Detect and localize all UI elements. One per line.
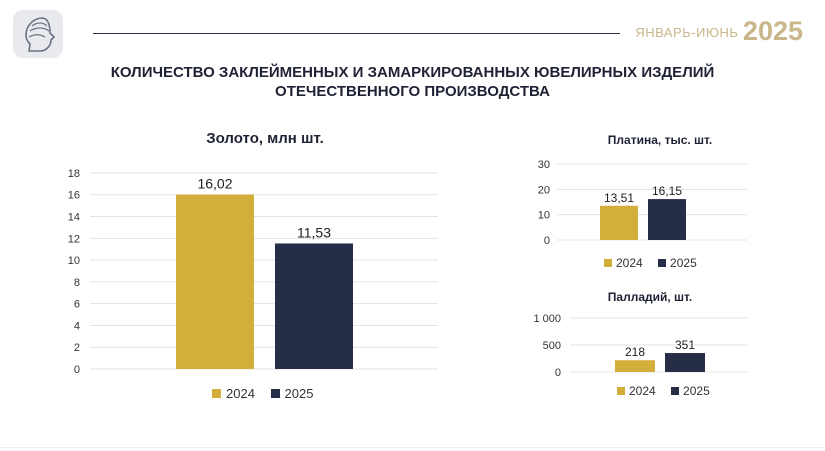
platinum-bar-2024 bbox=[600, 206, 638, 240]
gold-tick-label-5: 10 bbox=[68, 255, 80, 267]
palladium-tick-label-1: 500 bbox=[543, 340, 561, 352]
palladium-legend-2025: 2025 bbox=[671, 384, 710, 398]
palladium-chart-title: Палладий, шт. bbox=[550, 290, 750, 304]
palladium-legend-label-2025: 2025 bbox=[683, 384, 710, 398]
gold-data-label-2025: 11,53 bbox=[297, 224, 331, 240]
gold-bar-2024 bbox=[176, 195, 254, 369]
platinum-bar-2025 bbox=[648, 199, 686, 240]
gold-legend-swatch-2024 bbox=[212, 389, 221, 398]
profile-head-icon bbox=[13, 10, 63, 58]
palladium-legend-label-2024: 2024 bbox=[629, 384, 656, 398]
gold-legend-swatch-2025 bbox=[271, 389, 280, 398]
gold-tick-label-6: 12 bbox=[68, 233, 80, 245]
palladium-legend-swatch-2025 bbox=[671, 387, 679, 395]
platinum-legend-2024: 2024 bbox=[604, 256, 643, 270]
period-label: ЯНВАРЬ-ИЮНЬ 2025 bbox=[635, 16, 803, 47]
platinum-data-label-2025: 16,15 bbox=[652, 184, 682, 198]
palladium-legend-2024: 2024 bbox=[617, 384, 656, 398]
gold-tick-label-8: 16 bbox=[68, 190, 80, 202]
logo bbox=[13, 10, 63, 58]
platinum-tick-label-3: 30 bbox=[538, 159, 550, 171]
gold-legend-label-2025: 2025 bbox=[285, 386, 314, 401]
page-title-line-2: ОТЕЧЕСТВЕННОГО ПРОИЗВОДСТВА bbox=[0, 82, 825, 101]
gold-legend-2024: 2024 bbox=[212, 386, 255, 401]
palladium-tick-label-2: 1 000 bbox=[533, 313, 561, 325]
gold-data-label-2024: 16,02 bbox=[197, 176, 232, 192]
gold-tick-label-9: 18 bbox=[68, 168, 80, 180]
platinum-legend: 2024 2025 bbox=[604, 256, 697, 270]
palladium-tick-label-0: 0 bbox=[555, 367, 561, 379]
header-divider bbox=[93, 33, 620, 34]
gold-legend-2025: 2025 bbox=[271, 386, 314, 401]
platinum-legend-2025: 2025 bbox=[658, 256, 697, 270]
gold-legend-label-2024: 2024 bbox=[226, 386, 255, 401]
platinum-legend-swatch-2024 bbox=[604, 259, 612, 267]
gold-legend: 2024 2025 bbox=[212, 386, 313, 401]
platinum-tick-label-2: 20 bbox=[538, 184, 550, 196]
gold-tick-label-7: 14 bbox=[68, 212, 80, 224]
gold-chart-title: Золото, млн шт. bbox=[90, 130, 440, 147]
palladium-data-label-2025: 351 bbox=[675, 338, 695, 352]
gold-tick-label-2: 4 bbox=[74, 320, 80, 332]
platinum-legend-label-2024: 2024 bbox=[616, 256, 643, 270]
platinum-tick-label-0: 0 bbox=[544, 235, 550, 247]
period-year: 2025 bbox=[743, 16, 803, 46]
platinum-data-label-2024: 13,51 bbox=[604, 191, 634, 205]
period-prefix: ЯНВАРЬ-ИЮНЬ bbox=[635, 25, 738, 40]
platinum-legend-label-2025: 2025 bbox=[670, 256, 697, 270]
palladium-data-label-2024: 218 bbox=[625, 345, 645, 359]
gold-bar-2025 bbox=[275, 243, 353, 369]
page-title-line-1: КОЛИЧЕСТВО ЗАКЛЕЙМЕННЫХ И ЗАМАРКИРОВАННЫ… bbox=[0, 63, 825, 82]
gold-tick-label-4: 8 bbox=[74, 277, 80, 289]
platinum-tick-label-1: 10 bbox=[538, 210, 550, 222]
platinum-legend-swatch-2025 bbox=[658, 259, 666, 267]
footer-divider bbox=[0, 447, 825, 448]
gold-tick-label-1: 2 bbox=[74, 342, 80, 354]
palladium-legend: 2024 2025 bbox=[617, 384, 710, 398]
gold-tick-label-3: 6 bbox=[74, 299, 80, 311]
gold-tick-label-0: 0 bbox=[74, 364, 80, 376]
palladium-legend-swatch-2024 bbox=[617, 387, 625, 395]
page-title: КОЛИЧЕСТВО ЗАКЛЕЙМЕННЫХ И ЗАМАРКИРОВАННЫ… bbox=[0, 63, 825, 101]
platinum-chart-title: Платина, тыс. шт. bbox=[560, 133, 760, 147]
palladium-bar-2025 bbox=[665, 353, 705, 372]
palladium-bar-2024 bbox=[615, 360, 655, 372]
